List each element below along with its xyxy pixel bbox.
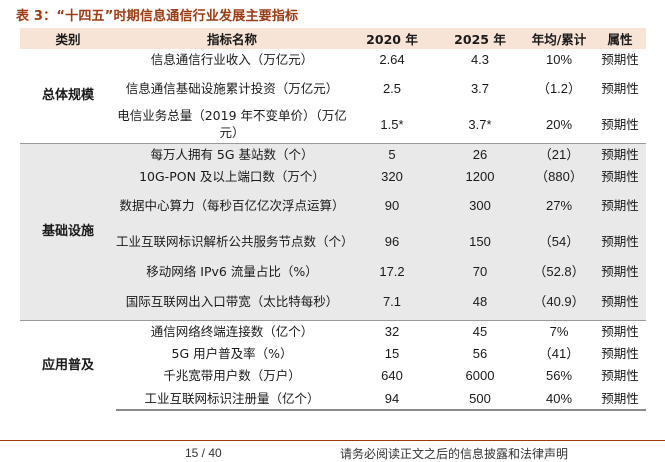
category-cell: 应用普及 bbox=[20, 319, 116, 410]
indicator-name: 千兆宽带用户数（万户） bbox=[116, 364, 348, 387]
table-header-row: 类别 指标名称 2020 年 2025 年 年均/累计 属性 bbox=[20, 28, 646, 49]
value-2020: 1.5* bbox=[348, 106, 436, 143]
indicator-name: 国际互联网出入口带宽（太比特每秒） bbox=[116, 283, 348, 320]
legal-disclaimer: 请务必阅读正文之后的信息披露和法律声明 bbox=[340, 447, 569, 461]
value-attribute: 预期性 bbox=[594, 387, 646, 411]
value-average: 40% bbox=[524, 387, 594, 411]
value-2025: 1200 bbox=[436, 165, 524, 187]
value-2025: 48 bbox=[436, 283, 524, 320]
value-average: 27% bbox=[524, 187, 594, 223]
table-row: 移动网络 IPv6 流量占比（%） 17.2 70 （52.8） 预期性 bbox=[20, 260, 646, 283]
value-average: 20% bbox=[524, 106, 594, 143]
indicator-name: 工业互联网标识注册量（亿个） bbox=[116, 387, 348, 411]
table-row: 10G-PON 及以上端口数（万个） 320 1200 （880） 预期性 bbox=[20, 165, 646, 187]
header-indicator: 指标名称 bbox=[116, 28, 348, 49]
value-2020: 5 bbox=[348, 142, 436, 165]
indicator-name: 通信网络终端连接数（亿个） bbox=[116, 319, 348, 342]
table-row: 基础设施 每万人拥有 5G 基站数（个） 5 26 （21） 预期性 bbox=[20, 142, 646, 320]
value-2025: 3.7 bbox=[436, 70, 524, 106]
value-2020: 640 bbox=[348, 364, 436, 387]
value-attribute: 预期性 bbox=[594, 260, 646, 283]
indicator-name: 10G-PON 及以上端口数（万个） bbox=[116, 165, 348, 187]
table-row: 信息通信基础设施累计投资（万亿元） 2.5 3.7 （1.2） 预期性 bbox=[20, 70, 646, 106]
indicators-table: 类别 指标名称 2020 年 2025 年 年均/累计 属性 总体规模 信息通信… bbox=[20, 28, 646, 411]
header-category: 类别 bbox=[20, 28, 116, 49]
value-average: （40.9） bbox=[524, 283, 594, 320]
value-attribute: 预期性 bbox=[594, 187, 646, 223]
value-attribute: 预期性 bbox=[594, 364, 646, 387]
table-row: 工业互联网标识注册量（亿个） 94 500 40% 预期性 bbox=[20, 387, 646, 411]
value-2020: 90 bbox=[348, 187, 436, 223]
table-row: 千兆宽带用户数（万户） 640 6000 56% 预期性 bbox=[20, 364, 646, 387]
value-2025: 500 bbox=[436, 387, 524, 411]
value-average: （880） bbox=[524, 165, 594, 187]
value-average: （54） bbox=[524, 223, 594, 260]
indicator-name: 移动网络 IPv6 流量占比（%） bbox=[116, 260, 348, 283]
table-row: 数据中心算力（每秒百亿亿次浮点运算） 90 300 27% 预期性 bbox=[20, 187, 646, 223]
value-2025: 6000 bbox=[436, 364, 524, 387]
value-2020: 2.5 bbox=[348, 70, 436, 106]
value-2025: 150 bbox=[436, 223, 524, 260]
table-row: 5G 用户普及率（%） 15 56 （41） 预期性 bbox=[20, 342, 646, 364]
value-attribute: 预期性 bbox=[594, 165, 646, 187]
value-average: 7% bbox=[524, 319, 594, 342]
value-attribute: 预期性 bbox=[594, 106, 646, 143]
value-2020: 94 bbox=[348, 387, 436, 411]
indicator-name: 信息通信行业收入（万亿元） bbox=[116, 49, 348, 70]
table-row: 应用普及 通信网络终端连接数（亿个） 32 45 7% 预期性 bbox=[20, 319, 646, 410]
value-2020: 320 bbox=[348, 165, 436, 187]
indicator-name: 电信业务总量（2019 年不变单价）（万亿元） bbox=[116, 106, 348, 143]
indicator-name: 信息通信基础设施累计投资（万亿元） bbox=[116, 70, 348, 106]
value-2025: 4.3 bbox=[436, 49, 524, 70]
value-2025: 45 bbox=[436, 319, 524, 342]
value-attribute: 预期性 bbox=[594, 342, 646, 364]
indicator-name: 数据中心算力（每秒百亿亿次浮点运算） bbox=[116, 187, 348, 223]
category-cell: 基础设施 bbox=[20, 142, 116, 320]
category-cell: 总体规模 bbox=[20, 49, 116, 143]
value-2020: 32 bbox=[348, 319, 436, 342]
header-attribute: 属性 bbox=[594, 28, 646, 49]
value-2025: 26 bbox=[436, 142, 524, 165]
footer-divider bbox=[0, 440, 665, 441]
value-average: （1.2） bbox=[524, 70, 594, 106]
table-caption: 表 3：“十四五”时期信息通信行业发展主要指标 bbox=[16, 9, 299, 24]
table-row: 工业互联网标识解析公共服务节点数（个） 96 150 （54） 预期性 bbox=[20, 223, 646, 260]
value-2025: 56 bbox=[436, 342, 524, 364]
value-attribute: 预期性 bbox=[594, 70, 646, 106]
value-2025: 3.7* bbox=[436, 106, 524, 143]
value-average: 10% bbox=[524, 49, 594, 70]
value-average: （52.8） bbox=[524, 260, 594, 283]
value-attribute: 预期性 bbox=[594, 49, 646, 70]
header-2020: 2020 年 bbox=[348, 28, 436, 49]
page-number: 15 / 40 bbox=[185, 446, 222, 460]
value-2020: 2.64 bbox=[348, 49, 436, 70]
indicator-name: 每万人拥有 5G 基站数（个） bbox=[116, 142, 348, 165]
value-2020: 96 bbox=[348, 223, 436, 260]
header-average: 年均/累计 bbox=[524, 28, 594, 49]
header-2025: 2025 年 bbox=[436, 28, 524, 49]
value-attribute: 预期性 bbox=[594, 223, 646, 260]
value-average: （41） bbox=[524, 342, 594, 364]
value-2020: 7.1 bbox=[348, 283, 436, 320]
table-row: 国际互联网出入口带宽（太比特每秒） 7.1 48 （40.9） 预期性 bbox=[20, 283, 646, 320]
value-average: （21） bbox=[524, 142, 594, 165]
value-2025: 300 bbox=[436, 187, 524, 223]
value-2020: 17.2 bbox=[348, 260, 436, 283]
value-2020: 15 bbox=[348, 342, 436, 364]
value-attribute: 预期性 bbox=[594, 283, 646, 320]
table-row: 电信业务总量（2019 年不变单价）（万亿元） 1.5* 3.7* 20% 预期… bbox=[20, 106, 646, 143]
value-average: 56% bbox=[524, 364, 594, 387]
value-2025: 70 bbox=[436, 260, 524, 283]
value-attribute: 预期性 bbox=[594, 319, 646, 342]
indicator-name: 5G 用户普及率（%） bbox=[116, 342, 348, 364]
indicator-name: 工业互联网标识解析公共服务节点数（个） bbox=[116, 223, 354, 260]
table-row: 总体规模 信息通信行业收入（万亿元） 2.64 4.3 10% 预期性 bbox=[20, 49, 646, 143]
value-attribute: 预期性 bbox=[594, 142, 646, 165]
